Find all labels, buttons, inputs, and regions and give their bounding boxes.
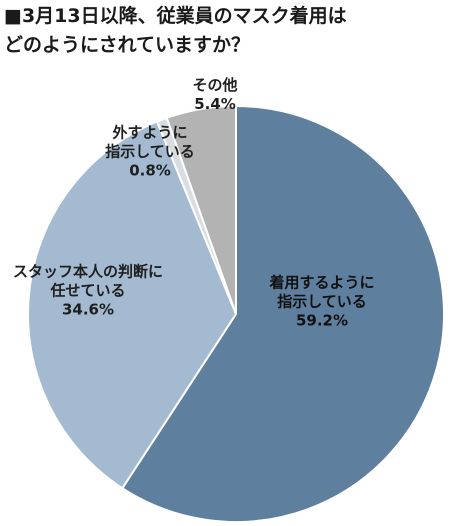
slice-category-label: その他 (192, 76, 237, 94)
chart-title-line-1: ■3月13日以降、従業員のマスク着用は (4, 5, 347, 27)
slice-category-label: 指示している (105, 143, 195, 161)
slice-category-label: 指示している (277, 293, 367, 311)
slice-value-label: 59.2% (296, 312, 348, 330)
chart-title: ■3月13日以降、従業員のマスク着用は どのようにされていますか？ (4, 2, 454, 60)
slice-other (165, 104, 237, 315)
slice-value-label: 0.8% (129, 162, 171, 180)
slice-category-label: 着用するように (268, 274, 374, 292)
slice-staff-discretion (27, 120, 238, 490)
slice-category-label: 外すように (111, 124, 187, 142)
slice-value-label: 34.6% (62, 301, 114, 319)
chart-title-line-2: どのようにされていますか？ (4, 34, 251, 56)
slice-category-label: 任せている (49, 282, 125, 300)
slice-wear-instructed (120, 104, 445, 523)
slice-category-label: スタッフ本人の判断に (13, 263, 163, 281)
slice-value-label: 5.4% (194, 95, 236, 113)
